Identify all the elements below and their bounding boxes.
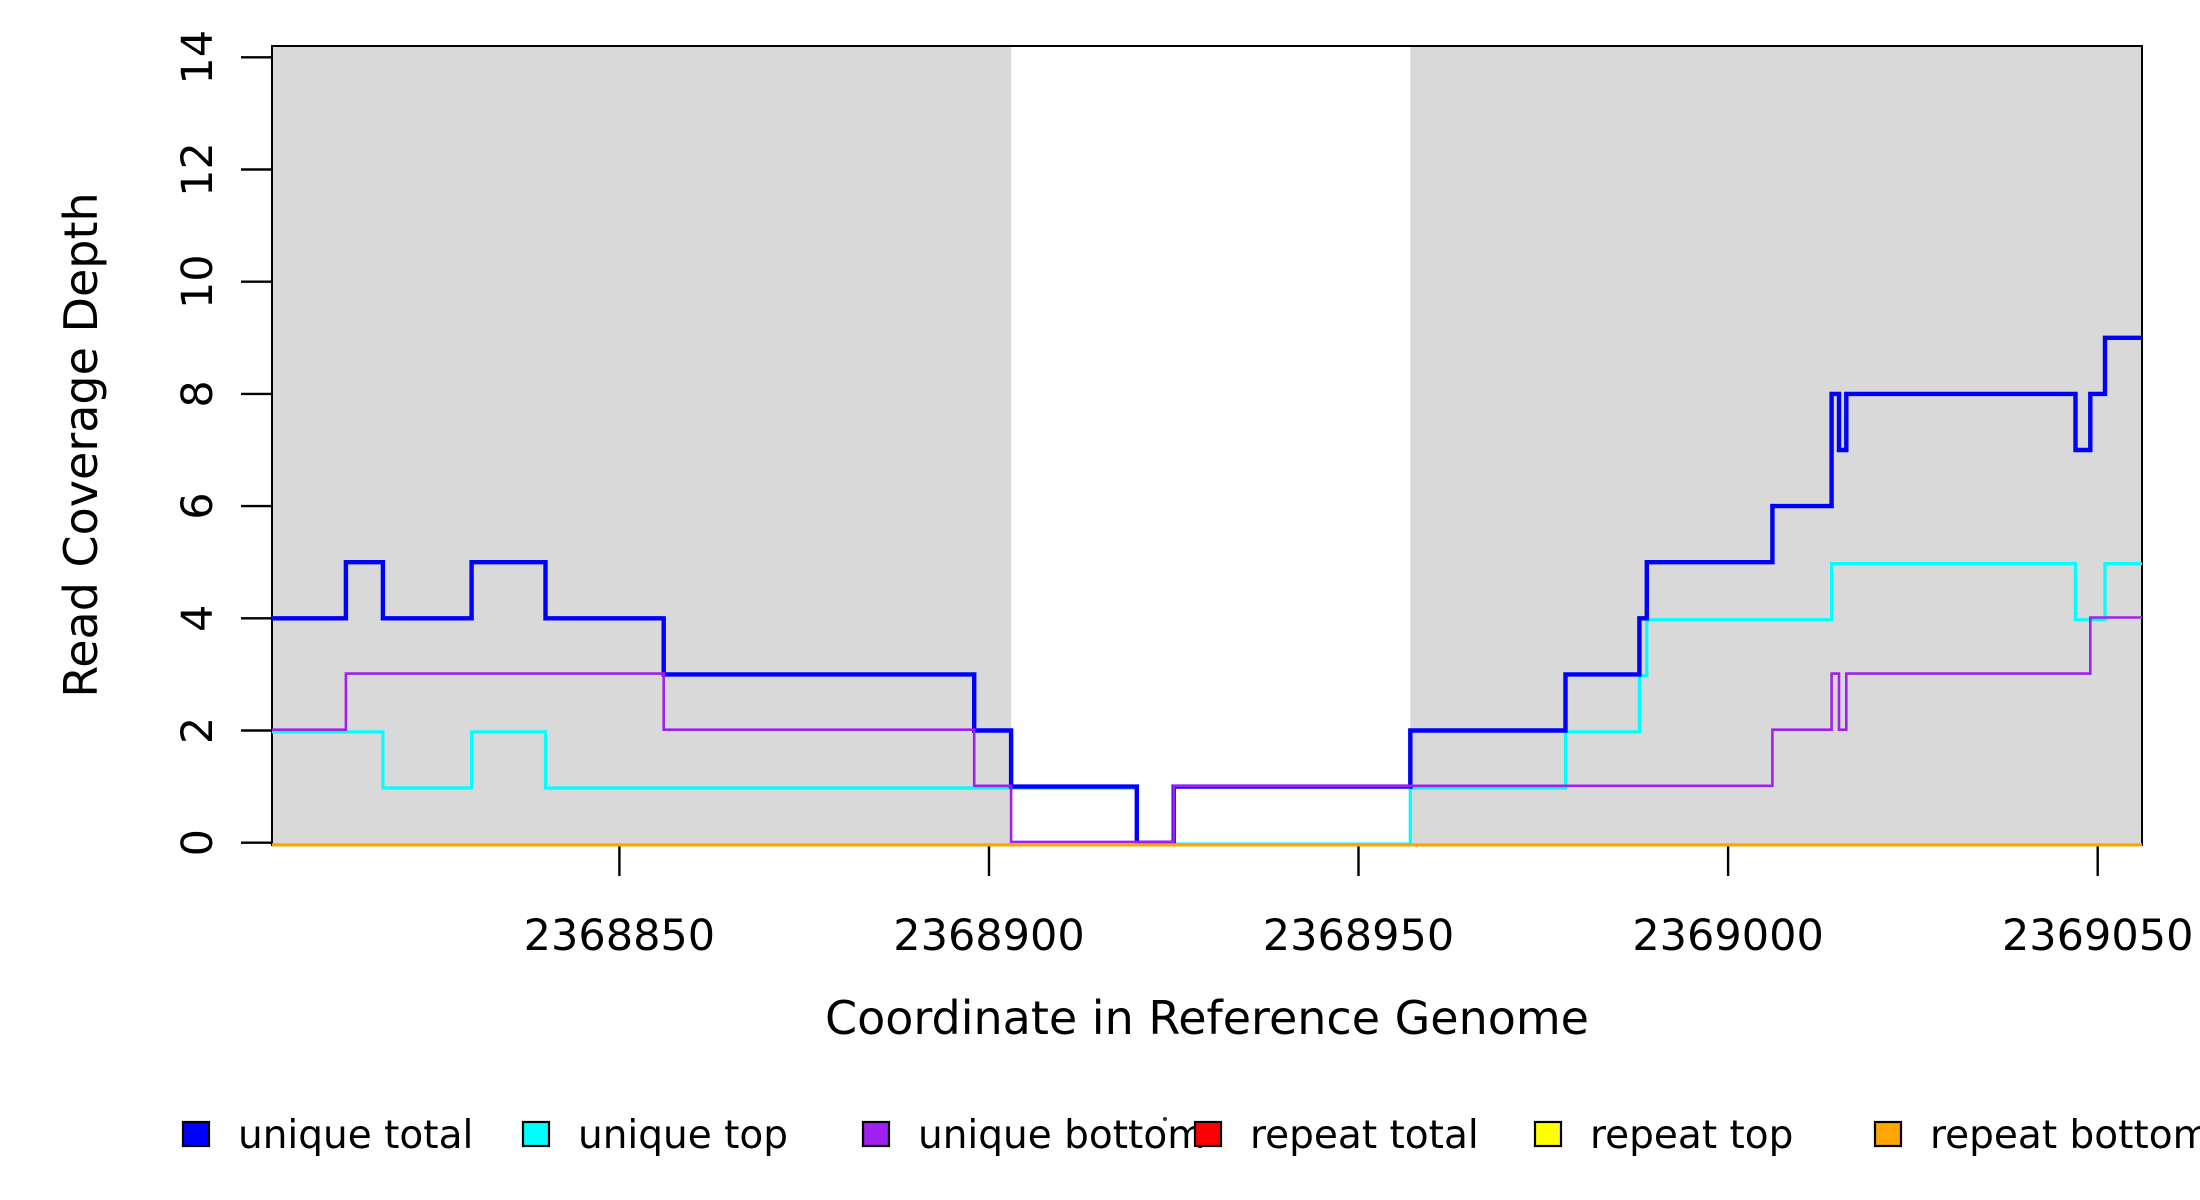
x-axis-title: Coordinate in Reference Genome [825,991,1589,1045]
shaded-regions [272,46,2142,845]
legend-label: unique bottom [918,1113,1205,1158]
x-axis: 2368850 2368900 2368950 2369000 2369050 [524,846,2194,961]
x-tick-label: 2368950 [1263,911,1455,961]
x-tick-label: 2368900 [893,911,1085,961]
series-line-unique-top [272,562,2142,846]
x-tick-label: 2369000 [1632,911,1824,961]
x-tick-label: 2369050 [2002,911,2194,961]
stray-dot-artifact [1162,1116,1168,1122]
series-line-unique-total [272,335,2142,845]
y-tick-label: 14 [173,30,223,85]
x-tick-label: 2368850 [524,911,716,961]
legend-swatch-repeat-top [1533,1120,1563,1148]
series-lines [272,335,2142,847]
legend-label: repeat total [1250,1113,1479,1158]
legend-swatch-repeat-total [1193,1120,1223,1148]
y-axis-title: Read Coverage Depth [54,192,108,697]
y-tick-label: 10 [173,254,223,309]
y-tick-label: 2 [173,717,223,744]
legend-label: unique top [578,1113,788,1158]
legend-label: unique total [238,1113,473,1158]
y-tick-label: 0 [173,829,223,856]
legend-swatch-unique-bottom [861,1120,891,1148]
legend-swatch-unique-total [181,1120,211,1148]
y-axis: 0 2 4 6 8 10 12 14 [173,30,271,856]
legend: unique total unique top unique bottom repea… [181,1113,2200,1158]
series-line-unique-bottom [272,616,2142,844]
y-tick-label: 12 [173,142,223,197]
y-tick-label: 6 [173,492,223,519]
legend-label: repeat bottom [1930,1113,2200,1158]
y-tick-label: 8 [173,380,223,407]
y-tick-label: 4 [173,605,223,632]
legend-label: repeat top [1590,1113,1793,1158]
left-shaded-region [272,46,1012,845]
legend-swatch-unique-top [521,1120,551,1148]
right-shaded-region [1410,46,2142,845]
legend-swatch-repeat-bottom [1873,1120,1903,1148]
